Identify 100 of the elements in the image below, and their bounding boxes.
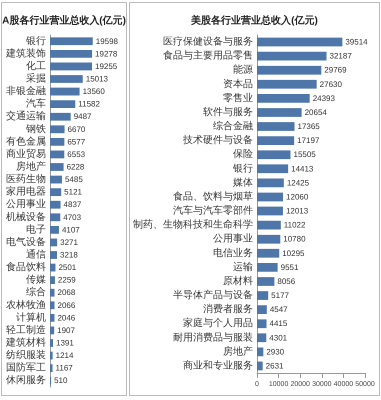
y-tick-label: 耐用消费品与服装	[173, 331, 253, 344]
data-label: 510	[54, 376, 68, 386]
y-tick-label: 传媒	[26, 274, 46, 286]
data-label: 19598	[96, 36, 119, 46]
bar	[257, 178, 284, 188]
y-tick-label: 建筑材料	[5, 336, 46, 348]
y-tick-label: 综合	[26, 286, 46, 298]
bar	[50, 276, 55, 284]
y-tick-label: 原材料	[223, 274, 253, 287]
bar	[50, 288, 55, 297]
data-label: 13560	[82, 87, 106, 96]
data-label: 9551	[280, 262, 299, 272]
bar	[257, 122, 295, 131]
y-tick-label: 媒体	[233, 176, 253, 188]
y-tick-label: 农林牧渔	[6, 298, 46, 311]
bar	[50, 75, 83, 83]
y-tick-label: 计算机	[16, 311, 46, 324]
y-tick-label: 建筑装饰	[5, 47, 46, 60]
y-tick-label: 运输	[233, 260, 253, 273]
bar	[50, 150, 64, 158]
y-tick-label: 汽车	[26, 98, 46, 110]
y-tick-label: 家用电器	[6, 186, 46, 198]
data-label: 3218	[60, 250, 78, 260]
data-label: 2046	[57, 313, 76, 322]
data-label: 9487	[74, 112, 92, 122]
y-tick-label: 国防军工	[6, 362, 46, 374]
y-tick-label: 公用事业	[213, 232, 253, 245]
y-tick-label: 钢铁	[25, 122, 46, 135]
data-label: 29769	[324, 66, 348, 75]
bar	[257, 220, 281, 230]
bar	[50, 37, 93, 46]
data-label: 19278	[95, 49, 118, 58]
bar	[50, 326, 54, 334]
data-label: 4837	[64, 200, 82, 210]
bar	[50, 352, 53, 360]
bar	[50, 226, 59, 234]
data-label: 12425	[286, 178, 310, 188]
bar	[257, 192, 284, 202]
y-tick-label: 能源	[233, 64, 253, 76]
y-tick-label: 综合金融	[213, 120, 253, 132]
bar	[50, 238, 58, 246]
y-tick-label: 机械设备	[6, 210, 46, 223]
y-tick-label: 保险	[233, 148, 253, 160]
chart-title: 美股各行业营业总收入(亿元)	[190, 14, 318, 26]
bar	[50, 62, 92, 70]
y-tick-label: 电子	[26, 223, 46, 236]
data-label: 10780	[283, 234, 306, 244]
y-tick-label: 软件与服务	[203, 106, 253, 118]
bar	[50, 163, 64, 171]
y-tick-label: 零售业	[223, 92, 253, 104]
data-label: 10295	[282, 248, 306, 258]
data-label: 27630	[320, 80, 342, 89]
data-label: 11022	[284, 220, 306, 230]
y-tick-label: 交通运输	[6, 110, 46, 122]
data-label: 5485	[64, 175, 84, 184]
bar	[257, 333, 266, 342]
data-label: 4301	[269, 333, 288, 342]
y-tick-label: 电信业务	[213, 246, 253, 259]
data-label: 17197	[297, 136, 320, 146]
bar	[257, 66, 322, 75]
bar	[257, 348, 264, 356]
bar	[50, 125, 65, 134]
bar	[50, 251, 58, 259]
data-label: 6228	[66, 162, 85, 172]
bar	[257, 319, 267, 328]
y-tick-label: 汽车与汽车零部件	[173, 204, 253, 217]
y-tick-label: 食品饮料	[6, 261, 46, 274]
y-tick-label: 轻工制造	[6, 324, 46, 336]
bar	[50, 138, 64, 146]
y-tick-label: 银行	[25, 36, 46, 47]
y-tick-label: 医疗保健设备与服务	[163, 36, 253, 48]
y-tick-label: 化工	[26, 60, 46, 72]
y-tick-label: 医药生物	[6, 173, 46, 186]
y-tick-label: 资本品	[223, 78, 253, 90]
bar	[50, 264, 56, 272]
y-tick-label: 采掘	[26, 72, 46, 84]
y-tick-label: 食品、饮料与烟草	[173, 190, 253, 202]
data-label: 12060	[286, 192, 309, 202]
data-label: 4547	[270, 305, 288, 314]
bar	[50, 314, 54, 322]
y-tick-label: 商业贸易	[6, 148, 46, 160]
data-label: 2066	[58, 300, 76, 310]
bar	[50, 200, 61, 209]
data-label: 1167	[56, 364, 74, 373]
y-tick-label: 有色金属	[6, 135, 46, 148]
bar	[257, 277, 274, 286]
y-tick-label: 家庭与个人用品	[183, 317, 253, 330]
data-label: 24393	[312, 94, 336, 103]
data-label: 4107	[62, 225, 80, 234]
bar	[257, 234, 280, 244]
data-label: 2631	[266, 361, 284, 370]
data-label: 32187	[330, 52, 352, 61]
y-tick-label: 通信	[26, 248, 46, 260]
bar	[257, 248, 280, 258]
data-label: 20654	[304, 108, 328, 117]
bar	[50, 176, 62, 184]
data-label: 15505	[293, 150, 316, 160]
y-tick-label: 非银金融	[6, 85, 46, 98]
bar	[257, 108, 302, 117]
bar	[257, 80, 317, 89]
